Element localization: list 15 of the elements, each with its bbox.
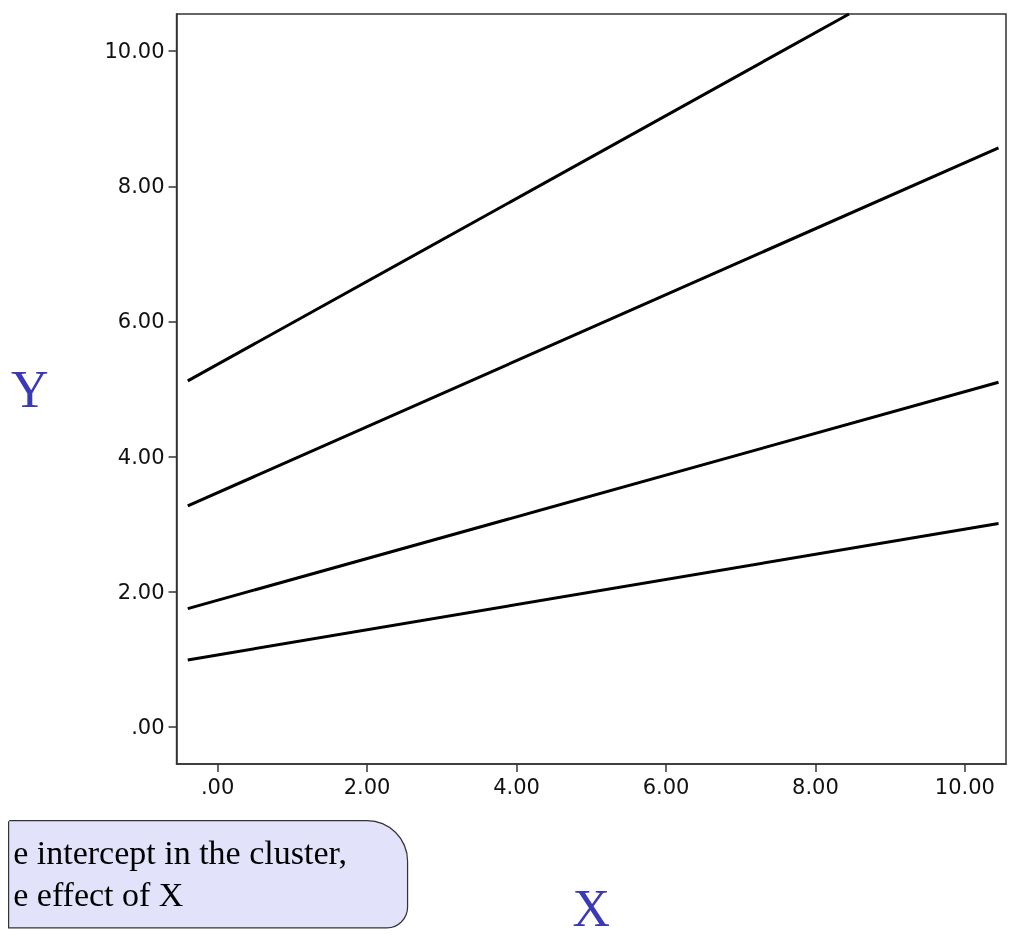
y-tick-label: 8.00 <box>117 174 165 199</box>
y-tick-label: .00 <box>131 714 165 739</box>
x-tick-label: 4.00 <box>493 774 540 799</box>
x-tick-label: 6.00 <box>642 774 690 799</box>
y-tick-label: 2.00 <box>117 579 165 604</box>
y-tick-label: 6.00 <box>117 309 165 334</box>
y-tick-label: 4.00 <box>117 444 165 469</box>
x-axis-title: X <box>572 879 611 937</box>
x-tick-label: 10.00 <box>934 774 995 799</box>
y-tick-label: 10.00 <box>104 39 165 64</box>
y-axis-title: Y <box>10 360 49 418</box>
x-tick-label: 2.00 <box>343 774 391 799</box>
x-tick-label: .00 <box>200 774 235 799</box>
text: e intercept in the cluster, e effect of X <box>13 833 347 913</box>
x-tick-label: 8.00 <box>792 774 839 799</box>
